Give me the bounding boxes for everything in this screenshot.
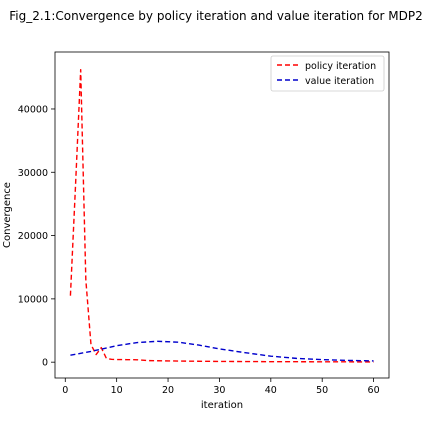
legend-label-policy-iteration: policy iteration bbox=[305, 61, 376, 72]
x-axis-label: iteration bbox=[201, 400, 243, 411]
y-tick-label: 40000 bbox=[18, 104, 48, 115]
x-tick-label: 40 bbox=[265, 385, 277, 396]
legend: policy iteration value iteration bbox=[270, 55, 385, 92]
series-line-value-iteration bbox=[70, 340, 374, 362]
x-tick-label: 60 bbox=[368, 385, 380, 396]
plot-frame bbox=[54, 51, 390, 379]
x-tick-label: 50 bbox=[316, 385, 328, 396]
x-tick-label: 0 bbox=[62, 385, 68, 396]
x-tick-label: 20 bbox=[162, 385, 174, 396]
series-layer bbox=[69, 69, 374, 363]
plot-area: 0 10 20 30 40 50 60 0 10000 20000 30000 40000 bbox=[18, 51, 390, 396]
legend-label-value-iteration: value iteration bbox=[305, 76, 374, 87]
legend-box bbox=[270, 55, 385, 92]
x-axis-ticks: 0 10 20 30 40 50 60 bbox=[62, 378, 380, 396]
series-line-policy-iteration bbox=[69, 69, 374, 363]
y-tick-label: 0 bbox=[42, 358, 48, 369]
y-tick-label: 20000 bbox=[18, 231, 48, 242]
y-tick-label: 30000 bbox=[18, 168, 48, 179]
x-tick-label: 30 bbox=[213, 385, 225, 396]
chart-title: Fig_2.1:Convergence by policy iteration … bbox=[9, 9, 423, 23]
x-tick-label: 10 bbox=[111, 385, 123, 396]
y-axis-ticks: 0 10000 20000 30000 40000 bbox=[18, 104, 55, 369]
y-axis-label: Convergence bbox=[2, 182, 13, 248]
y-tick-label: 10000 bbox=[18, 294, 48, 305]
